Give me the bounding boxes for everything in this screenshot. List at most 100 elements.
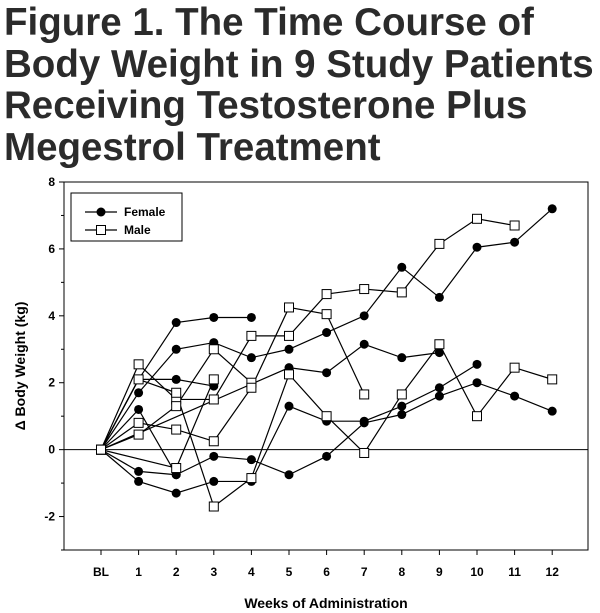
male-point <box>284 302 294 313</box>
female-point <box>134 476 144 486</box>
male-point <box>321 309 332 320</box>
legend-box <box>70 192 183 242</box>
female-point <box>434 348 444 358</box>
legend-female-marker <box>96 207 106 217</box>
male-point <box>509 362 520 373</box>
male-point <box>96 444 106 455</box>
title-line-4: Megestrol Treatment <box>4 125 381 169</box>
title-line-1: Figure 1. The Time Course of <box>4 1 534 44</box>
x-tick-label: 12 <box>546 565 560 579</box>
male-point <box>321 289 332 300</box>
female-point <box>284 344 294 354</box>
female-point <box>171 344 181 354</box>
female-point <box>322 451 332 461</box>
series-line-8 <box>100 218 515 450</box>
female-point <box>209 312 219 322</box>
male-point <box>434 238 445 249</box>
female-point <box>359 311 369 321</box>
x-tick-label: 7 <box>361 565 368 579</box>
male-point <box>284 369 294 380</box>
female-point <box>134 466 144 476</box>
male-point <box>359 447 370 458</box>
y-axis-label: Δ Body Weight (kg) <box>12 302 28 431</box>
male-point <box>396 287 407 298</box>
x-tick-label: 6 <box>323 565 330 579</box>
female-point <box>359 339 369 349</box>
plot-frame <box>63 181 589 551</box>
female-point <box>397 410 407 420</box>
male-point <box>246 382 257 393</box>
female-point <box>246 312 256 322</box>
male-point <box>208 501 219 512</box>
male-point <box>133 359 144 370</box>
female-point <box>547 406 557 416</box>
female-point <box>397 262 407 272</box>
female-point <box>171 374 181 384</box>
y-tick-label: 8 <box>48 175 55 189</box>
x-tick-label: 1 <box>135 565 142 579</box>
male-point <box>208 436 219 447</box>
male-point <box>396 389 407 400</box>
female-point <box>434 292 444 302</box>
female-point <box>134 388 144 398</box>
male-point <box>547 374 558 385</box>
series-line-7 <box>100 343 440 451</box>
male-point <box>171 401 182 412</box>
y-tick-label: 2 <box>48 376 55 390</box>
x-tick-label: 5 <box>286 565 293 579</box>
female-point <box>472 359 482 369</box>
female-point <box>472 242 482 252</box>
x-tick-label: 10 <box>470 565 484 579</box>
title-line-3: Receiving Testosterone Plus <box>4 84 528 127</box>
male-point <box>434 339 445 350</box>
female-point <box>397 401 407 411</box>
male-point <box>359 284 370 295</box>
male-point <box>133 429 144 440</box>
female-point <box>322 368 332 378</box>
male-point <box>208 344 219 355</box>
male-point <box>171 424 182 435</box>
female-point <box>246 455 256 465</box>
male-point <box>208 394 219 405</box>
x-tick-label: 8 <box>398 565 405 579</box>
male-point <box>321 411 332 422</box>
x-tick-label: 11 <box>508 565 521 579</box>
x-axis-label: Weeks of Administration <box>244 595 407 611</box>
legend-male-marker <box>96 225 106 235</box>
female-point <box>434 391 444 401</box>
y-tick-label: 0 <box>48 443 55 457</box>
x-tick-label: 4 <box>248 565 255 579</box>
male-point <box>509 220 520 231</box>
female-point <box>434 383 444 393</box>
female-point <box>322 328 332 338</box>
x-tick-label: 3 <box>210 565 217 579</box>
female-point <box>359 416 369 426</box>
female-point <box>547 204 557 214</box>
x-tick-label: 2 <box>173 565 180 579</box>
male-point <box>284 330 294 341</box>
female-point <box>209 451 219 461</box>
y-tick-label: -2 <box>44 510 55 524</box>
female-point <box>134 404 144 414</box>
female-point <box>284 401 294 411</box>
male-point <box>171 463 182 474</box>
y-tick-label: 4 <box>48 309 55 323</box>
legend: Female Male <box>70 192 183 242</box>
male-point <box>472 411 482 422</box>
series-line-3 <box>100 378 214 450</box>
male-point <box>171 387 182 398</box>
x-tick-label: 9 <box>436 565 443 579</box>
female-point <box>397 353 407 363</box>
female-point <box>171 318 181 328</box>
female-point <box>510 391 520 401</box>
female-point <box>510 237 520 247</box>
male-point <box>208 374 219 385</box>
series-line-10 <box>100 306 365 451</box>
x-tick-label: BL <box>93 565 109 579</box>
series-markers <box>96 204 558 512</box>
male-point <box>472 213 482 224</box>
female-point <box>209 476 219 486</box>
male-point <box>133 417 144 428</box>
